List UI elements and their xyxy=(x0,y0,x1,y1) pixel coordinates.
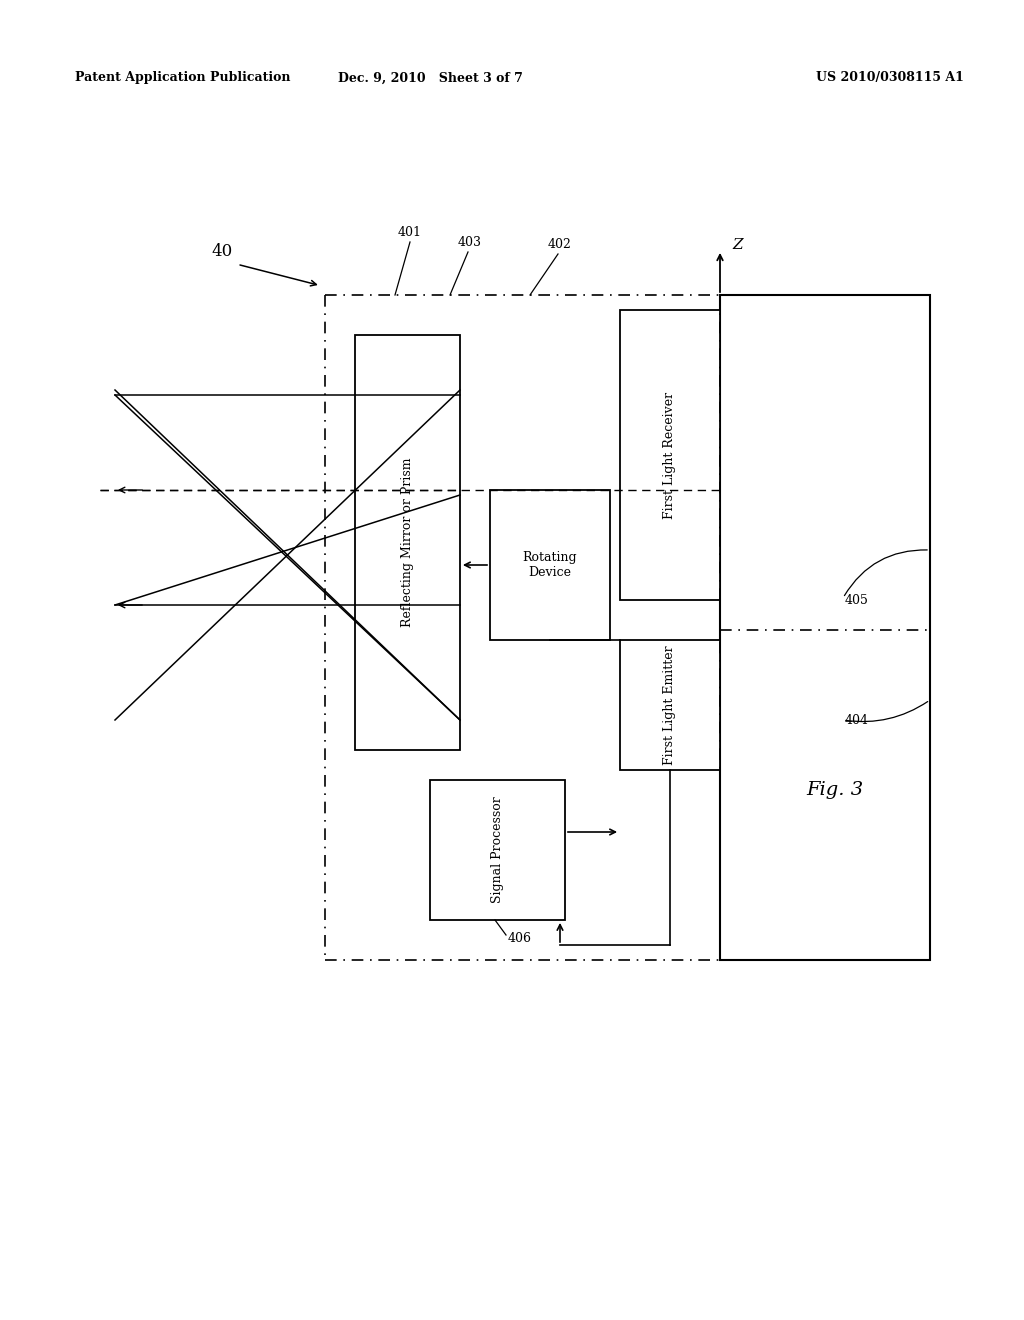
Text: First Light Emitter: First Light Emitter xyxy=(664,645,677,764)
Text: Fig. 3: Fig. 3 xyxy=(807,781,863,799)
Text: First Light Receiver: First Light Receiver xyxy=(664,392,677,519)
Text: Signal Processor: Signal Processor xyxy=(490,797,504,903)
Text: 403: 403 xyxy=(458,236,482,249)
FancyBboxPatch shape xyxy=(620,640,720,770)
Text: Reflecting Mirror or Prism: Reflecting Mirror or Prism xyxy=(401,458,414,627)
FancyBboxPatch shape xyxy=(430,780,565,920)
Text: Dec. 9, 2010   Sheet 3 of 7: Dec. 9, 2010 Sheet 3 of 7 xyxy=(338,71,522,84)
Text: Z: Z xyxy=(732,238,742,252)
Text: 406: 406 xyxy=(508,932,532,945)
Text: Patent Application Publication: Patent Application Publication xyxy=(75,71,291,84)
Text: US 2010/0308115 A1: US 2010/0308115 A1 xyxy=(816,71,964,84)
Text: 404: 404 xyxy=(845,714,869,726)
FancyBboxPatch shape xyxy=(355,335,460,750)
FancyBboxPatch shape xyxy=(490,490,610,640)
Text: Rotating
Device: Rotating Device xyxy=(522,550,578,579)
FancyBboxPatch shape xyxy=(620,310,720,601)
Text: 401: 401 xyxy=(398,227,422,239)
Text: 402: 402 xyxy=(548,239,572,252)
Text: 405: 405 xyxy=(845,594,869,606)
Text: 40: 40 xyxy=(211,243,232,260)
